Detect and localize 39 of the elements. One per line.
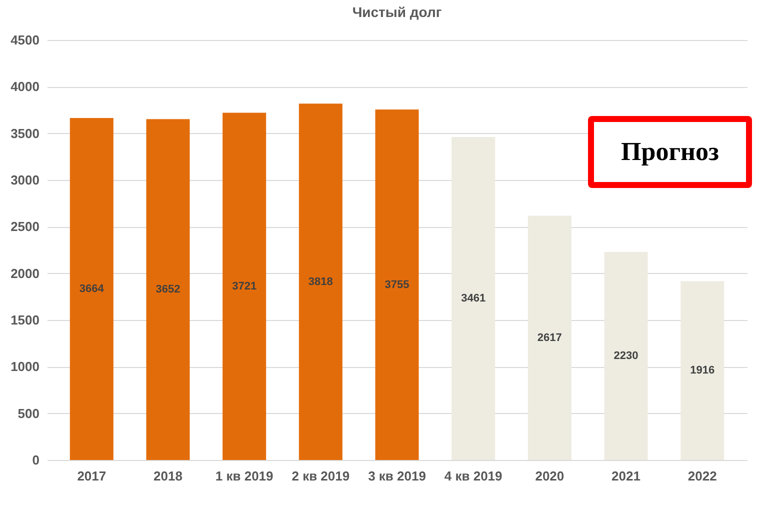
bar — [680, 281, 724, 460]
y-tick-label: 4500 — [10, 32, 40, 48]
bar — [528, 216, 572, 460]
x-tick-label: 2 кв 2019 — [292, 468, 350, 484]
bar — [375, 110, 419, 460]
chart-title: Чистый долг — [352, 4, 442, 20]
data-label: 3818 — [308, 276, 333, 288]
y-tick-label: 4000 — [10, 79, 40, 94]
data-label: 3755 — [384, 278, 410, 291]
y-tick-label: 3500 — [10, 126, 40, 141]
bar — [222, 112, 266, 460]
x-tick-label: 2021 — [612, 468, 640, 484]
bar — [146, 119, 190, 460]
x-tick-label: 2017 — [77, 468, 106, 484]
y-tick-label: 500 — [18, 406, 40, 421]
data-label: 1916 — [690, 364, 715, 377]
y-tick-label: 2000 — [10, 266, 40, 281]
data-label: 2230 — [614, 350, 638, 362]
y-tick-label: 3000 — [10, 172, 40, 188]
x-tick-label: 2018 — [154, 468, 182, 484]
bar — [604, 252, 648, 460]
data-label: 3461 — [461, 292, 486, 304]
x-tick-label: 2020 — [535, 468, 564, 484]
y-tick-label: 2500 — [10, 219, 40, 234]
bar — [298, 104, 342, 460]
annotation: Прогноз — [588, 116, 752, 188]
x-tick-label: 3 кв 2019 — [368, 468, 426, 484]
data-label: 3664 — [79, 283, 105, 296]
data-label: 3721 — [232, 280, 257, 292]
data-label: 3652 — [156, 284, 180, 296]
x-tick-label: 2022 — [688, 468, 717, 484]
y-tick-label: 1500 — [10, 312, 40, 328]
y-tick-label: 1000 — [10, 359, 40, 374]
x-tick-label: 1 кв 2019 — [215, 468, 274, 484]
bar — [70, 118, 114, 460]
x-tick-label: 4 кв 2019 — [444, 468, 502, 484]
bar — [452, 136, 496, 460]
data-label: 2617 — [537, 332, 562, 344]
y-tick-label: 0 — [32, 452, 40, 468]
